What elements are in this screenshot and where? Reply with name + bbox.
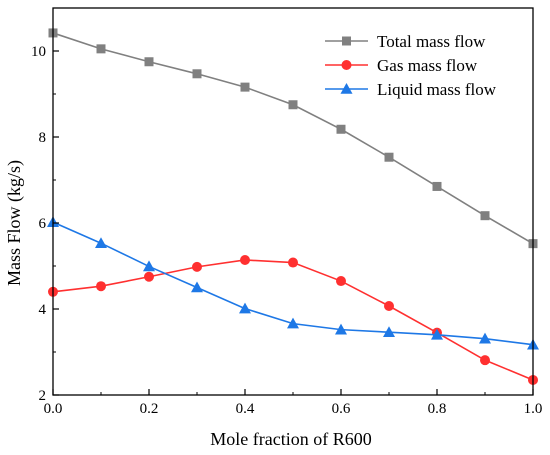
x-tick-label-0: 0.0 <box>44 401 63 417</box>
series-0-point-3 <box>192 69 202 79</box>
y-tick-label-3: 8 <box>39 130 47 146</box>
series-2-point-3 <box>191 281 203 293</box>
x-tick-label-3: 0.6 <box>332 401 351 417</box>
y-tick-label-4: 10 <box>31 44 46 60</box>
series-layer <box>47 28 539 385</box>
series-0-point-6 <box>336 124 346 134</box>
legend-label-0: Total mass flow <box>377 32 486 51</box>
legend-marker-2 <box>340 83 353 94</box>
x-tick-label-4: 0.8 <box>428 401 447 417</box>
series-2-point-4 <box>239 302 251 314</box>
series-2-point-5 <box>287 317 299 329</box>
x-tick-label-2: 0.4 <box>236 401 255 417</box>
series-0-point-1 <box>96 44 106 54</box>
series-1-point-5 <box>288 257 298 268</box>
legend-label-2: Liquid mass flow <box>377 80 497 99</box>
series-1-point-1 <box>96 281 106 292</box>
x-tick-label-1: 0.2 <box>140 401 159 417</box>
series-2-point-7 <box>383 326 395 338</box>
series-1-point-6 <box>336 276 346 287</box>
series-0-point-2 <box>144 57 154 67</box>
series-0-point-7 <box>384 152 394 162</box>
series-2-point-1 <box>95 237 107 249</box>
series-2-point-8 <box>431 328 443 340</box>
y-tick-label-1: 4 <box>39 302 47 318</box>
series-1-point-2 <box>144 271 154 282</box>
series-1-point-4 <box>240 254 250 265</box>
series-1-point-9 <box>480 355 490 366</box>
series-1 <box>48 254 538 385</box>
legend-marker-0 <box>342 36 351 46</box>
legend-item-1: Gas mass flow <box>325 56 478 75</box>
axis-ticks: 0.0 0.2 0.4 0.6 0.8 1.0 2 4 6 8 10 <box>31 44 542 417</box>
series-2-point-2 <box>143 260 155 272</box>
series-0-point-8 <box>432 181 442 191</box>
x-axis-title: Mole fraction of R600 <box>210 429 371 449</box>
y-tick-label-2: 6 <box>39 216 47 232</box>
series-0-point-4 <box>240 82 250 92</box>
legend-item-2: Liquid mass flow <box>325 80 497 99</box>
series-0-point-5 <box>288 100 298 110</box>
x-tick-label-5: 1.0 <box>524 401 543 417</box>
series-2-point-9 <box>479 332 491 344</box>
legend-marker-1 <box>341 60 352 70</box>
y-tick-label-0: 2 <box>39 388 47 404</box>
series-2 <box>47 216 539 350</box>
legend-label-1: Gas mass flow <box>377 56 478 75</box>
legend-item-0: Total mass flow <box>325 32 486 51</box>
series-1-point-3 <box>192 261 202 272</box>
legend: Total mass flow Gas mass flow Liquid mass … <box>325 32 497 99</box>
series-1-point-7 <box>384 300 394 311</box>
series-2-point-6 <box>335 323 347 335</box>
y-axis-title: Mass Flow (kg/s) <box>4 160 25 286</box>
series-0-point-9 <box>480 211 490 221</box>
